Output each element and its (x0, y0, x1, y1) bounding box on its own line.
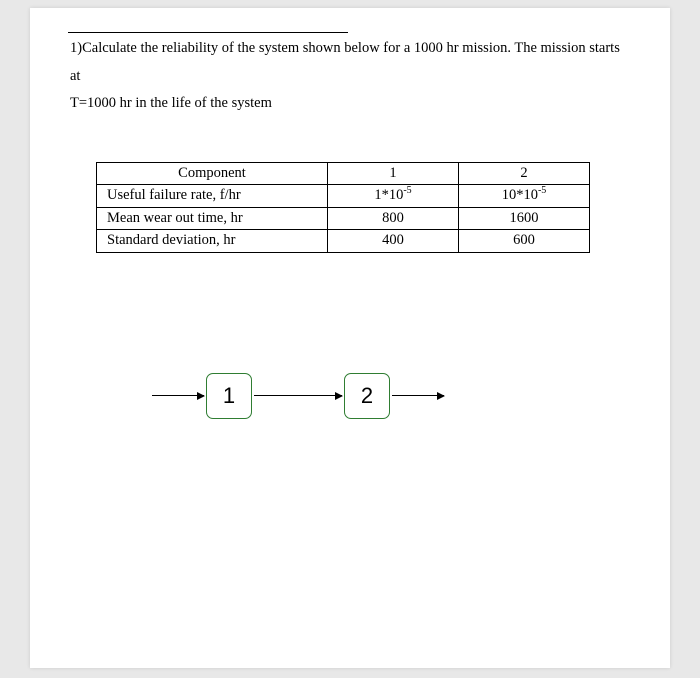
question-line-1: Calculate the reliability of the system … (70, 40, 620, 84)
top-rule (68, 32, 348, 33)
cell-value: 600 (459, 230, 590, 253)
row-label: Mean wear out time, hr (97, 207, 328, 230)
table-row: Useful failure rate, f/hr 1*10-5 10*10-5 (97, 185, 590, 208)
block-diagram: 1 2 (152, 373, 630, 419)
cell-value: 1*10-5 (328, 185, 459, 208)
table-row: Mean wear out time, hr 800 1600 (97, 207, 590, 230)
cell-value: 400 (328, 230, 459, 253)
table-row: Component 1 2 (97, 162, 590, 185)
cell-value: 800 (328, 207, 459, 230)
diagram-node-1: 1 (206, 373, 252, 419)
arrow-icon (152, 395, 204, 396)
diagram-node-2: 2 (344, 373, 390, 419)
row-label: Useful failure rate, f/hr (97, 185, 328, 208)
component-table: Component 1 2 Useful failure rate, f/hr … (96, 162, 590, 253)
table-header-col1: 1 (328, 162, 459, 185)
document-page: 1)Calculate the reliability of the syste… (30, 8, 670, 668)
arrow-icon (392, 395, 444, 396)
table-row: Standard deviation, hr 400 600 (97, 230, 590, 253)
cell-value: 1600 (459, 207, 590, 230)
question-line-2: T=1000 hr in the life of the system (70, 95, 272, 111)
question-text: 1)Calculate the reliability of the syste… (70, 35, 630, 118)
arrow-icon (254, 395, 342, 396)
row-label: Standard deviation, hr (97, 230, 328, 253)
table-header-component: Component (97, 162, 328, 185)
cell-value: 10*10-5 (459, 185, 590, 208)
table-header-col2: 2 (459, 162, 590, 185)
value-base: 1*10 (374, 187, 403, 203)
question-number: 1) (70, 40, 82, 56)
value-base: 10*10 (502, 187, 538, 203)
value-exponent: -5 (403, 185, 411, 196)
value-exponent: -5 (538, 185, 546, 196)
